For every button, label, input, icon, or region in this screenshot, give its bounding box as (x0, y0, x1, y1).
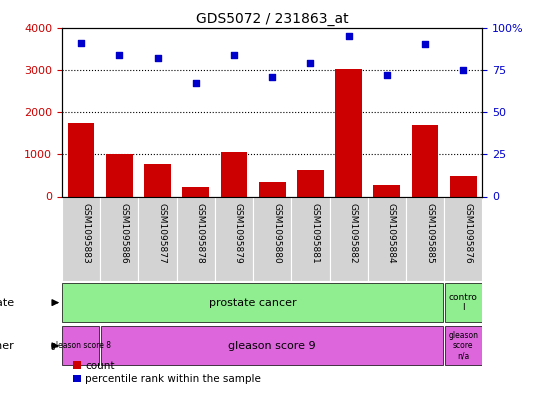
Bar (68, 123, 94, 196)
Bar (291, 196, 329, 281)
Text: GSM1095886: GSM1095886 (119, 203, 128, 264)
Bar (182, 187, 209, 196)
Bar (406, 196, 444, 281)
Bar (297, 170, 324, 196)
Bar (62, 196, 100, 281)
Legend: count, percentile rank within the sample: count, percentile rank within the sample (73, 361, 261, 384)
Text: GSM1095884: GSM1095884 (387, 203, 396, 264)
Text: gleason score 9: gleason score 9 (229, 341, 316, 351)
Text: contro
l: contro l (449, 293, 478, 312)
Bar (215, 196, 253, 281)
Bar (335, 69, 362, 196)
Point (115, 51, 123, 58)
Text: gleason
score
n/a: gleason score n/a (448, 331, 478, 361)
Text: prostate cancer: prostate cancer (209, 298, 297, 308)
Bar (445, 326, 482, 365)
Text: GSM1095883: GSM1095883 (81, 203, 90, 264)
Bar (106, 154, 133, 196)
Bar (253, 196, 291, 281)
Bar (220, 152, 247, 196)
Text: disease state: disease state (0, 298, 13, 308)
Bar (139, 196, 177, 281)
Point (191, 80, 200, 86)
Bar (62, 326, 99, 365)
Text: GSM1095879: GSM1095879 (234, 203, 243, 264)
Bar (374, 185, 400, 196)
Text: other: other (0, 341, 13, 351)
Bar (177, 196, 215, 281)
Bar (444, 196, 482, 281)
Text: GSM1095881: GSM1095881 (310, 203, 320, 264)
Bar (450, 176, 476, 196)
Title: GDS5072 / 231863_at: GDS5072 / 231863_at (196, 13, 349, 26)
Point (421, 41, 430, 48)
Text: GSM1095877: GSM1095877 (157, 203, 167, 264)
Point (459, 66, 468, 73)
Bar (329, 196, 368, 281)
Point (344, 33, 353, 39)
Text: GSM1095882: GSM1095882 (349, 203, 358, 264)
Point (306, 60, 315, 66)
Point (383, 72, 391, 78)
Text: GSM1095876: GSM1095876 (464, 203, 472, 264)
Text: GSM1095885: GSM1095885 (425, 203, 434, 264)
Bar (368, 196, 406, 281)
Point (268, 73, 277, 80)
Point (230, 51, 238, 58)
Bar (259, 182, 286, 196)
Text: GSM1095880: GSM1095880 (272, 203, 281, 264)
Bar (100, 196, 139, 281)
Bar (445, 283, 482, 322)
Bar (101, 326, 444, 365)
Bar (412, 125, 438, 196)
Point (77, 40, 85, 46)
Text: GSM1095878: GSM1095878 (196, 203, 205, 264)
Text: gleason score 8: gleason score 8 (51, 342, 111, 350)
Bar (144, 163, 171, 196)
Point (153, 55, 162, 61)
